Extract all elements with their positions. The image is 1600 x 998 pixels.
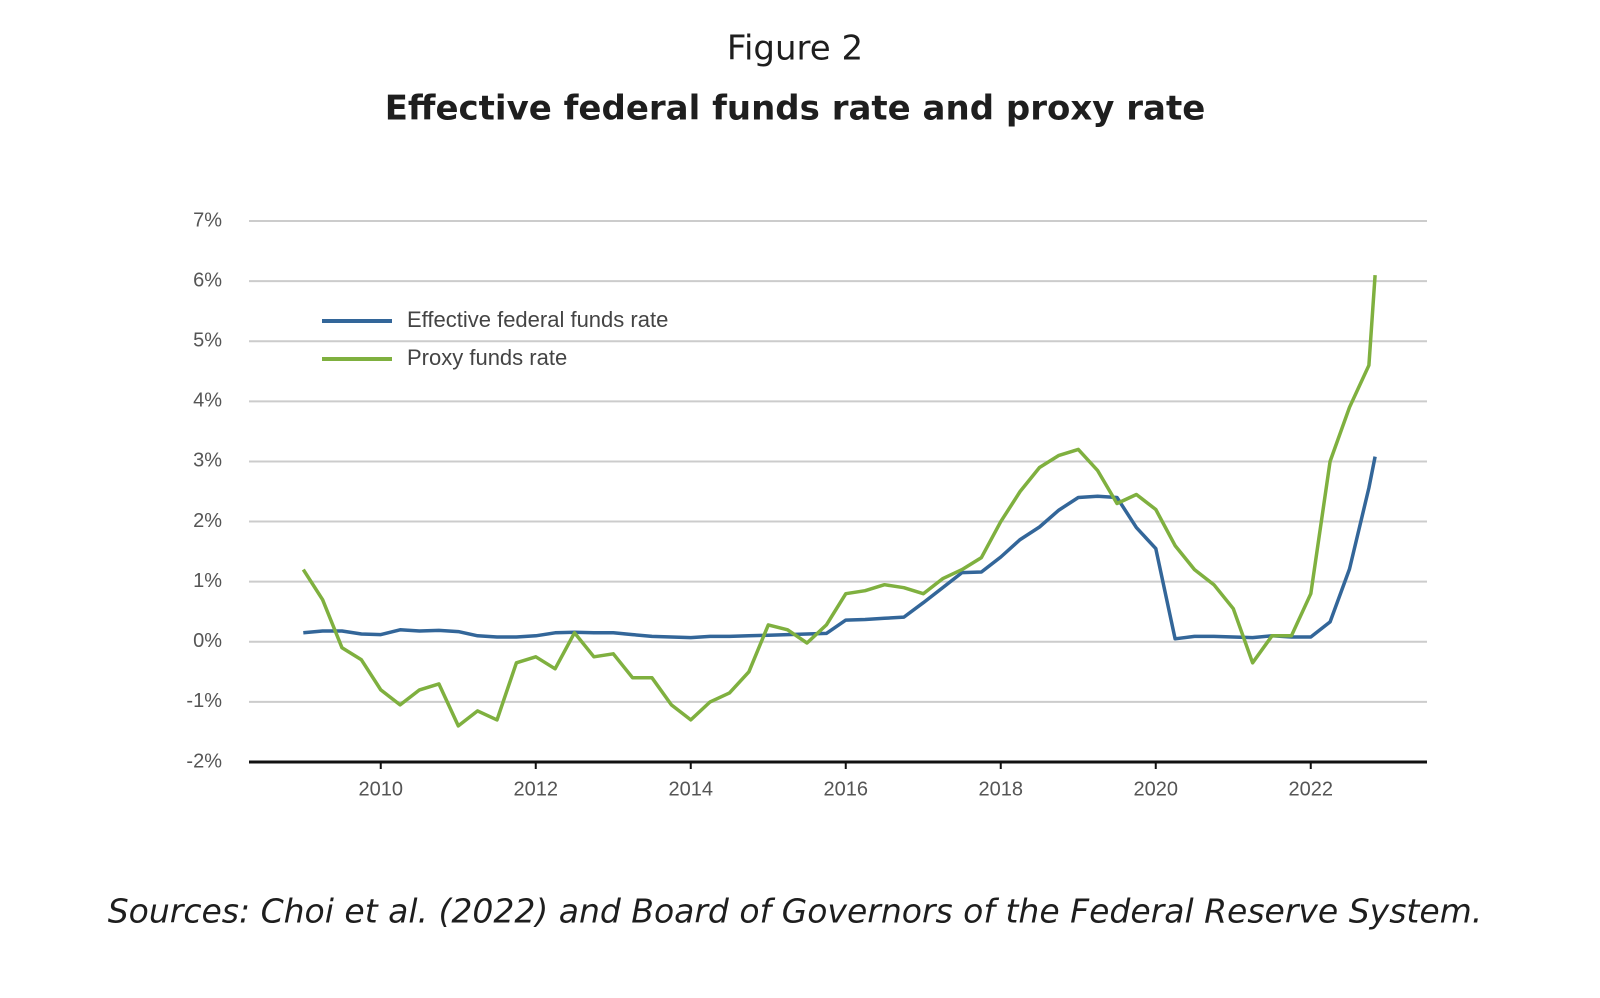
x-tick-label: 2016 — [824, 778, 869, 800]
line-series — [303, 456, 1377, 641]
x-tick-label: 2010 — [359, 778, 404, 800]
y-tick-label: -2% — [186, 750, 222, 772]
x-tick-label: 2018 — [979, 778, 1024, 800]
x-tick-label: 2022 — [1289, 778, 1334, 800]
y-tick-label: -1% — [186, 690, 222, 712]
legend-label: Proxy funds rate — [407, 345, 567, 370]
x-tick-label: 2014 — [669, 778, 714, 800]
source-note: Sources: Choi et al. (2022) and Board of… — [108, 892, 1483, 931]
y-tick-label: 3% — [193, 450, 222, 472]
line-series — [301, 274, 1377, 728]
x-tick-label: 2020 — [1134, 778, 1179, 800]
x-tick-label: 2012 — [514, 778, 559, 800]
y-tick-label: 1% — [193, 570, 222, 592]
chart-title: Effective federal funds rate and proxy r… — [385, 89, 1206, 129]
y-tick-label: 2% — [193, 510, 222, 532]
y-tick-label: 0% — [193, 630, 222, 652]
y-tick-label: 5% — [193, 330, 222, 352]
y-tick-label: 6% — [193, 269, 222, 291]
figure-label: Figure 2 — [727, 29, 863, 69]
y-tick-label: 4% — [193, 390, 222, 412]
y-tick-label: 7% — [193, 209, 222, 231]
legend-label: Effective federal funds rate — [407, 307, 668, 332]
